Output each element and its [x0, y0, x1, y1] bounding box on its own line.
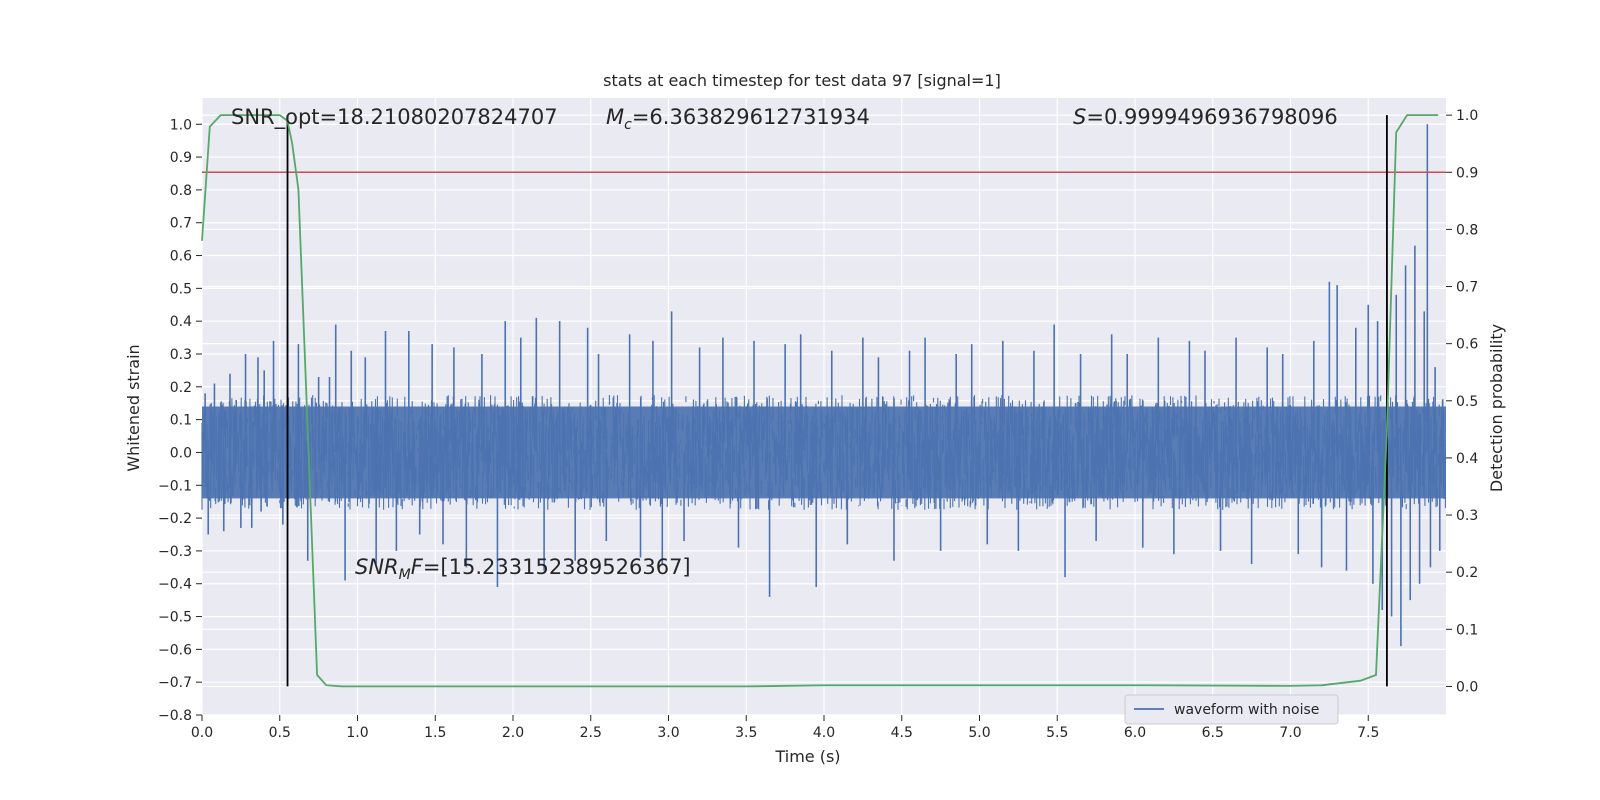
- y2-tick-label: 0.4: [1456, 451, 1478, 467]
- x-tick-label: 5.0: [968, 725, 990, 741]
- s-value: =0.9999496936798096: [1086, 105, 1337, 129]
- legend-box: [1124, 694, 1339, 725]
- legend: waveform with noise: [1124, 694, 1339, 725]
- y2-tick-label: 0.0: [1456, 679, 1478, 695]
- y-tick-label: 0.6: [170, 249, 192, 265]
- y2-axis-label: Detection probability: [1487, 324, 1506, 492]
- y2-tick-label: 0.2: [1456, 565, 1478, 581]
- snr-mf-annotation: SNRMF=[15.233152389526367]: [355, 555, 691, 583]
- x-tick-label: 0.0: [191, 725, 213, 741]
- y2-tick-label: 0.5: [1456, 394, 1478, 410]
- y-tick-label: 0.5: [170, 281, 192, 297]
- x-axis-label: Time (s): [774, 747, 840, 766]
- y-tick-label: 0.0: [170, 445, 192, 461]
- y-tick-label: −0.7: [158, 675, 192, 691]
- x-tick-label: 4.0: [813, 725, 835, 741]
- mc-value: =6.363829612731934: [632, 105, 870, 129]
- y-tick-label: −0.8: [158, 708, 192, 724]
- y-tick-label: −0.5: [158, 610, 192, 626]
- y-tick-label: 0.7: [170, 216, 192, 232]
- snr-mf-subscript: M: [399, 567, 411, 583]
- y-tick-label: 0.1: [170, 413, 192, 429]
- x-tick-label: 4.5: [891, 725, 913, 741]
- y-tick-label: −0.2: [158, 511, 192, 527]
- y2-tick-label: 0.7: [1456, 280, 1478, 296]
- mc-subscript: c: [624, 117, 632, 133]
- y2-tick-label: 0.9: [1456, 165, 1478, 181]
- x-tick-label: 1.0: [346, 725, 368, 741]
- y-tick-label: 0.4: [170, 314, 192, 330]
- y-tick-label: −0.6: [158, 642, 192, 658]
- x-tick-label: 7.0: [1279, 725, 1301, 741]
- y-tick-label: 0.8: [170, 183, 192, 199]
- probability-overlay: [201, 114, 1446, 688]
- y2-tick-label: 0.6: [1456, 337, 1478, 353]
- snr-mf-value: =[15.233152389526367]: [423, 555, 691, 579]
- y-tick-label: 0.3: [170, 347, 192, 363]
- x-tick-label: 3.5: [735, 725, 757, 741]
- chart-title: stats at each timestep for test data 97 …: [603, 71, 1001, 90]
- snr-mf-f: F: [411, 555, 424, 579]
- x-tick-label: 6.0: [1124, 725, 1146, 741]
- snr-opt-annotation: SNR_opt=18.21080207824707: [231, 105, 558, 130]
- y-tick-label: −0.4: [158, 577, 192, 593]
- waveform-core-band: [202, 406, 1446, 499]
- x-tick-label: 5.5: [1046, 725, 1068, 741]
- y-tick-label: −0.3: [158, 544, 192, 560]
- x-tick-label: 3.0: [657, 725, 679, 741]
- chirp-mass-annotation: Mc=6.363829612731934: [606, 105, 870, 133]
- legend-label: waveform with noise: [1174, 702, 1319, 718]
- y-tick-label: −0.1: [158, 478, 192, 494]
- y2-tick-label: 0.1: [1456, 622, 1478, 638]
- y-tick-label: 1.0: [170, 117, 192, 133]
- x-tick-label: 0.5: [269, 725, 291, 741]
- x-tick-label: 1.5: [424, 725, 446, 741]
- x-tick-label: 7.5: [1357, 725, 1379, 741]
- axes: 0.0 0.5 1.0 1.5 2.0 2.5 3.0 3.5 4.0 4.5 5.0 5.5 6.0 6…: [158, 108, 1478, 741]
- score-annotation: S=0.9999496936798096: [1073, 105, 1338, 129]
- y2-tick-label: 0.3: [1456, 508, 1478, 524]
- s-symbol: S: [1073, 105, 1086, 129]
- mc-symbol: M: [606, 105, 624, 129]
- y2-tick-label: 0.8: [1456, 222, 1478, 238]
- x-tick-label: 2.0: [502, 725, 524, 741]
- y2-tick-label: 1.0: [1456, 108, 1478, 124]
- y-tick-label: 0.2: [170, 380, 192, 396]
- snr-mf-symbol: SNR: [355, 555, 399, 579]
- x-tick-label: 2.5: [580, 725, 602, 741]
- x-tick-label: 6.5: [1202, 725, 1224, 741]
- y-axis-label: Whitened strain: [124, 344, 143, 471]
- y-tick-label: 0.9: [170, 150, 192, 166]
- detection-probability-line: [201, 114, 1439, 688]
- waveform-series: [201, 124, 1446, 647]
